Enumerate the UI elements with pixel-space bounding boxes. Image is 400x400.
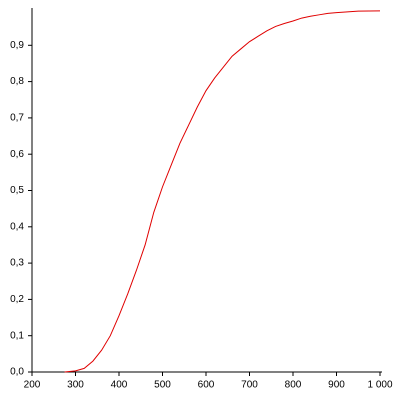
x-tick-label: 200 [24, 380, 41, 391]
y-tick-label: 0,2 [10, 294, 24, 305]
y-tick-label: 0,3 [10, 258, 24, 269]
x-tick-label: 400 [111, 380, 128, 391]
y-tick-label: 0,4 [10, 221, 24, 232]
x-tick-label: 600 [198, 380, 215, 391]
y-tick-label: 0,9 [10, 40, 24, 51]
line-series [64, 10, 381, 373]
x-tick-label: 800 [285, 380, 302, 391]
x-tick-label: 900 [328, 380, 345, 391]
x-tick-label: 300 [67, 380, 84, 391]
y-tick-label: 0,7 [10, 113, 24, 124]
x-tick-label: 700 [241, 380, 258, 391]
y-tick-label: 0,6 [10, 149, 24, 160]
y-tick-label: 0,1 [10, 330, 24, 341]
y-tick-label: 0,5 [10, 185, 24, 196]
x-tick-label: 500 [154, 380, 171, 391]
x-tick-label: 1 000 [367, 380, 392, 391]
y-tick-label: 0,0 [10, 367, 24, 378]
y-tick-label: 0,8 [10, 76, 24, 87]
